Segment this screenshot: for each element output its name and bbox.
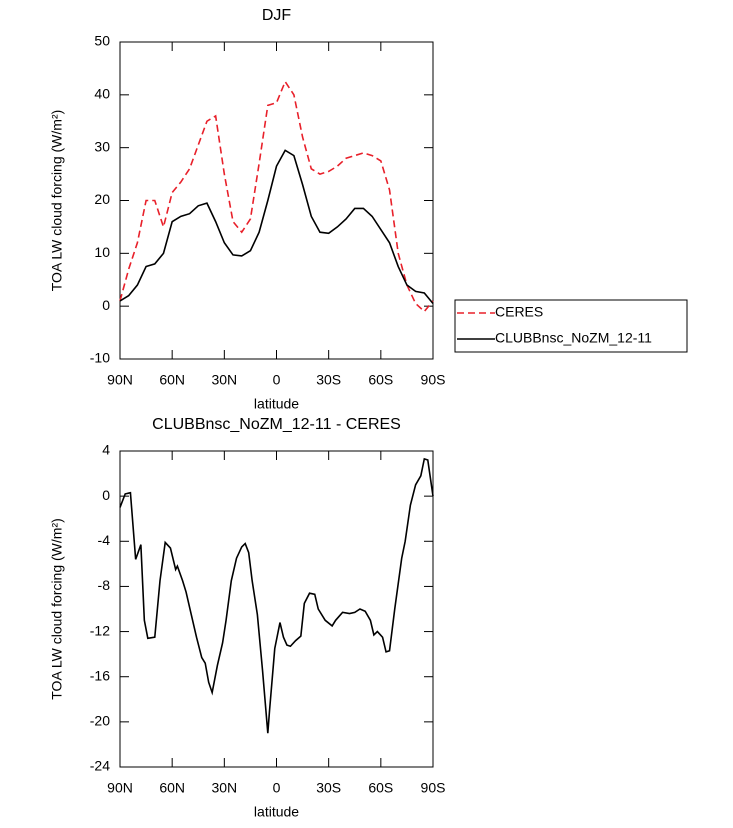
x-tick-label: 60N	[159, 780, 185, 796]
chart-title: DJF	[262, 7, 292, 24]
x-tick-label: 60S	[368, 372, 393, 388]
y-tick-label: 40	[94, 86, 110, 102]
y-axis-label: TOA LW cloud forcing (W/m²)	[49, 110, 65, 292]
y-tick-label: -10	[90, 350, 110, 366]
x-tick-label: 0	[273, 372, 281, 388]
x-tick-label: 60N	[159, 372, 185, 388]
plot-frame	[119, 450, 434, 768]
x-tick-label: 30S	[316, 780, 341, 796]
legend-box	[454, 299, 688, 353]
x-axis-label: latitude	[254, 396, 299, 412]
y-tick-label: 50	[94, 33, 110, 49]
chart-title: CLUBBnsc_NoZM_12-11 - CERES	[152, 416, 401, 433]
y-tick-label: 30	[94, 138, 110, 154]
x-tick-label: 60S	[368, 780, 393, 796]
legend-label: CERES	[495, 304, 543, 320]
plot-frame	[119, 41, 434, 360]
y-tick-label: 4	[102, 442, 110, 458]
y-tick-label: 20	[94, 191, 110, 207]
data-line	[119, 457, 434, 734]
y-tick-label: -20	[90, 713, 110, 729]
x-axis-label: latitude	[254, 804, 299, 820]
y-tick-label: -16	[90, 667, 110, 683]
x-tick-label: 90S	[421, 780, 446, 796]
data-line	[119, 149, 434, 305]
y-axis-label: TOA LW cloud forcing (W/m²)	[49, 518, 65, 700]
x-tick-label: 30S	[316, 372, 341, 388]
x-tick-label: 90S	[421, 372, 446, 388]
x-tick-label: 30N	[211, 780, 237, 796]
data-line	[119, 79, 434, 313]
y-tick-label: 0	[102, 487, 110, 503]
x-tick-label: 0	[273, 780, 281, 796]
y-tick-label: -8	[98, 577, 111, 593]
x-tick-label: 30N	[211, 372, 237, 388]
y-tick-label: 0	[102, 297, 110, 313]
x-tick-label: 90N	[107, 780, 133, 796]
y-tick-label: -24	[90, 758, 110, 774]
y-tick-label: -12	[90, 622, 110, 638]
legend-label: CLUBBnsc_NoZM_12-11	[495, 330, 652, 346]
y-tick-label: -4	[98, 532, 111, 548]
x-tick-label: 90N	[107, 372, 133, 388]
y-tick-label: 10	[94, 244, 110, 260]
